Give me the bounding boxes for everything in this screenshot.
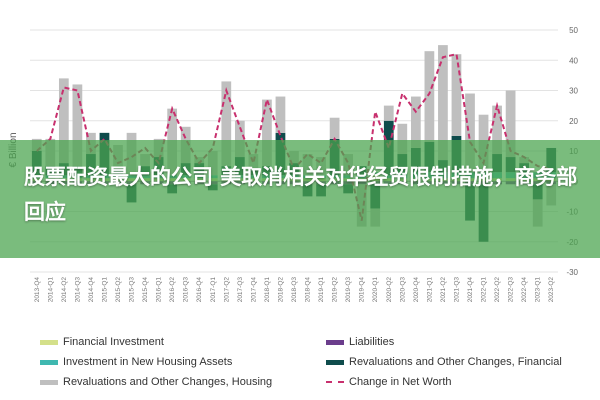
x-tick-label: 2021-Q2 (440, 277, 447, 303)
x-tick-labels: 2013-Q4 2014-Q1 2014-Q2 2014-Q3 2014-Q4 2015-… (34, 277, 555, 303)
x-tick-label: 2019-Q3 (345, 277, 352, 303)
x-tick-label: 2023-Q2 (548, 277, 555, 303)
bar-segment (410, 96, 421, 148)
x-tick-label: 2014-Q2 (61, 277, 68, 303)
x-tick-label: 2019-Q2 (332, 277, 339, 303)
headline-banner: 股票配资最大的公司 美取消相关对华经贸限制措施，商务部回应 (0, 140, 600, 258)
y-tick-label: 30 (569, 87, 578, 96)
bar-segment (275, 96, 286, 133)
legend-item-revaluations-housing: Revaluations and Other Changes, Housing (40, 376, 272, 388)
bar-segment (397, 123, 408, 155)
bar-segment (492, 105, 502, 155)
y-tick-label: 50 (569, 26, 578, 35)
legend-label: Change in Net Worth (349, 376, 452, 388)
legend: Financial Investment Investment in New H… (40, 332, 580, 394)
x-tick-label: 2019-Q1 (318, 277, 325, 303)
x-tick-label: 2020-Q1 (372, 277, 379, 303)
y-tick-label: 40 (569, 56, 578, 65)
x-tick-label: 2017-Q1 (210, 277, 217, 303)
bar-segment (58, 78, 69, 164)
bar-segment (505, 90, 516, 158)
bar-segment (451, 54, 462, 136)
legend-item-change-net-worth: Change in Net Worth (326, 376, 452, 388)
headline-text: 股票配资最大的公司 美取消相关对华经贸限制措施，商务部回应 (24, 165, 578, 224)
bar-segment (424, 51, 435, 142)
x-tick-label: 2018-Q2 (277, 277, 284, 303)
x-tick-label: 2016-Q2 (169, 277, 176, 303)
legend-item-revaluations-financial: Revaluations and Other Changes, Financia… (326, 356, 562, 368)
x-tick-label: 2015-Q1 (101, 277, 108, 303)
x-tick-label: 2020-Q2 (386, 277, 393, 303)
y-tick-label: -30 (566, 268, 578, 277)
x-tick-label: 2018-Q3 (291, 277, 298, 303)
bar-segment (72, 84, 83, 167)
legend-label: Financial Investment (63, 336, 164, 348)
x-tick-label: 2022-Q4 (521, 277, 528, 303)
x-tick-label: 2013-Q4 (34, 277, 41, 303)
x-tick-label: 2021-Q3 (453, 277, 460, 303)
legend-label: Investment in New Housing Assets (63, 356, 233, 368)
x-tick-label: 2022-Q3 (508, 277, 515, 303)
x-tick-label: 2017-Q3 (237, 277, 244, 303)
x-tick-label: 2015-Q4 (142, 277, 149, 303)
x-tick-label: 2022-Q1 (481, 277, 488, 303)
legend-label: Revaluations and Other Changes, Housing (63, 376, 273, 388)
legend-swatch (40, 339, 58, 345)
x-tick-label: 2014-Q4 (88, 277, 95, 303)
x-tick-label: 2014-Q3 (74, 277, 81, 303)
legend-swatch (40, 359, 58, 365)
x-tick-label: 2021-Q4 (467, 277, 474, 303)
bar-segment (438, 45, 448, 161)
x-tick-label: 2019-Q4 (359, 277, 366, 303)
x-tick-label: 2023-Q1 (535, 277, 542, 303)
x-tick-label: 2022-Q2 (494, 277, 501, 303)
x-tick-label: 2021-Q1 (426, 277, 433, 303)
bar-segment (465, 93, 475, 173)
legend-label: Liabilities (349, 336, 395, 348)
legend-item-investment-housing: Investment in New Housing Assets (40, 356, 232, 368)
x-tick-label: 2016-Q1 (156, 277, 163, 303)
x-tick-label: 2017-Q2 (223, 277, 230, 303)
x-tick-label: 2018-Q1 (264, 277, 271, 303)
legend-label: Revaluations and Other Changes, Financia… (349, 356, 562, 368)
y-tick-label: 20 (569, 117, 578, 126)
legend-swatch-dashed (326, 381, 344, 383)
x-tick-label: 2015-Q2 (115, 277, 122, 303)
legend-item-financial-investment: Financial Investment (40, 336, 164, 348)
x-tick-label: 2016-Q4 (196, 277, 203, 303)
bar-segment (234, 120, 245, 158)
x-tick-label: 2017-Q4 (250, 277, 257, 303)
legend-swatch (326, 339, 344, 345)
legend-item-liabilities: Liabilities (326, 336, 394, 348)
bar-segment (221, 81, 232, 167)
bar-segment (383, 105, 394, 121)
x-tick-label: 2018-Q4 (305, 277, 312, 303)
x-tick-label: 2020-Q4 (413, 277, 420, 303)
legend-swatch (326, 359, 344, 365)
legend-swatch (40, 379, 58, 385)
bar-segment (262, 99, 272, 167)
x-tick-label: 2016-Q3 (183, 277, 190, 303)
x-tick-label: 2020-Q3 (399, 277, 406, 303)
x-tick-label: 2015-Q3 (129, 277, 136, 303)
x-tick-label: 2014-Q1 (47, 277, 54, 303)
bar-segment (329, 117, 340, 139)
